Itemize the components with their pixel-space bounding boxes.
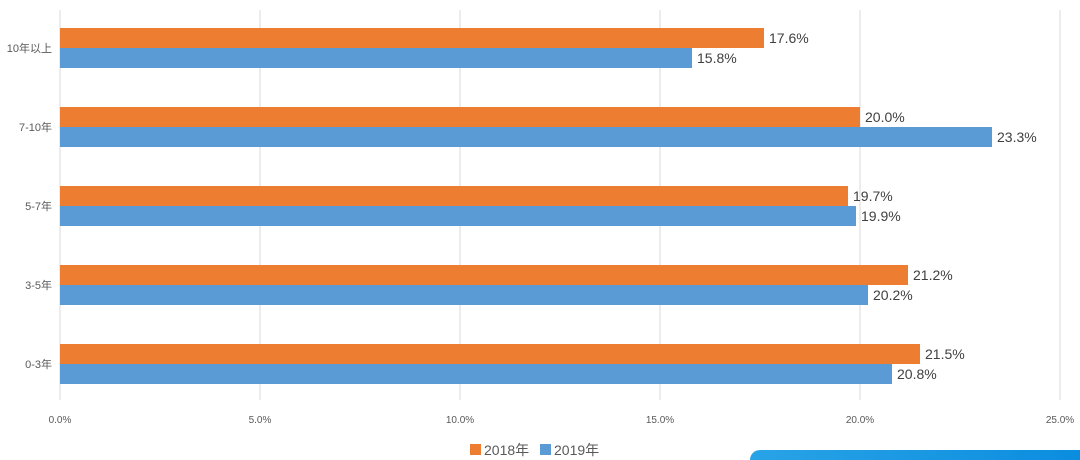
legend-label: 2019年: [554, 442, 599, 458]
bar-2018: [60, 265, 908, 285]
legend: 2018年 2019年: [470, 442, 599, 458]
data-label: 20.8%: [897, 366, 937, 382]
bar-2018: [60, 107, 860, 127]
x-tick-label: 10.0%: [446, 415, 474, 426]
legend-swatch: [470, 444, 481, 455]
bar-2019: [60, 127, 992, 147]
x-tick-label: 0.0%: [49, 415, 72, 426]
bar-2018: [60, 186, 848, 206]
data-label: 20.2%: [873, 287, 913, 303]
decorative-accent-bar: [750, 450, 1080, 460]
category-label: 10年以上: [7, 41, 52, 55]
data-label: 19.9%: [861, 208, 901, 224]
bar-2019: [60, 206, 856, 226]
category-label: 3-5年: [25, 278, 52, 292]
data-label: 17.6%: [769, 30, 809, 46]
category-label: 0-3年: [25, 357, 52, 371]
x-tick-label: 15.0%: [646, 415, 674, 426]
bar-2019: [60, 364, 892, 384]
labels: 0.0% 5.0% 10.0% 15.0% 20.0% 25.0% 17.6% 15.8% 10…: [7, 30, 1075, 426]
data-label: 21.2%: [913, 267, 953, 283]
x-tick-label: 25.0%: [1046, 415, 1074, 426]
bar-2019: [60, 285, 868, 305]
data-label: 21.5%: [925, 346, 965, 362]
x-tick-label: 5.0%: [249, 415, 272, 426]
bar-2018: [60, 28, 764, 48]
legend-swatch: [540, 444, 551, 455]
x-tick-label: 20.0%: [846, 415, 874, 426]
bars: [60, 28, 992, 384]
bar-2019: [60, 48, 692, 68]
category-label: 7-10年: [19, 120, 52, 134]
data-label: 20.0%: [865, 109, 905, 125]
legend-label: 2018年: [484, 442, 529, 458]
bar-2018: [60, 344, 920, 364]
data-label: 23.3%: [997, 129, 1037, 145]
data-label: 15.8%: [697, 50, 737, 66]
category-label: 5-7年: [25, 199, 52, 213]
data-label: 19.7%: [853, 188, 893, 204]
